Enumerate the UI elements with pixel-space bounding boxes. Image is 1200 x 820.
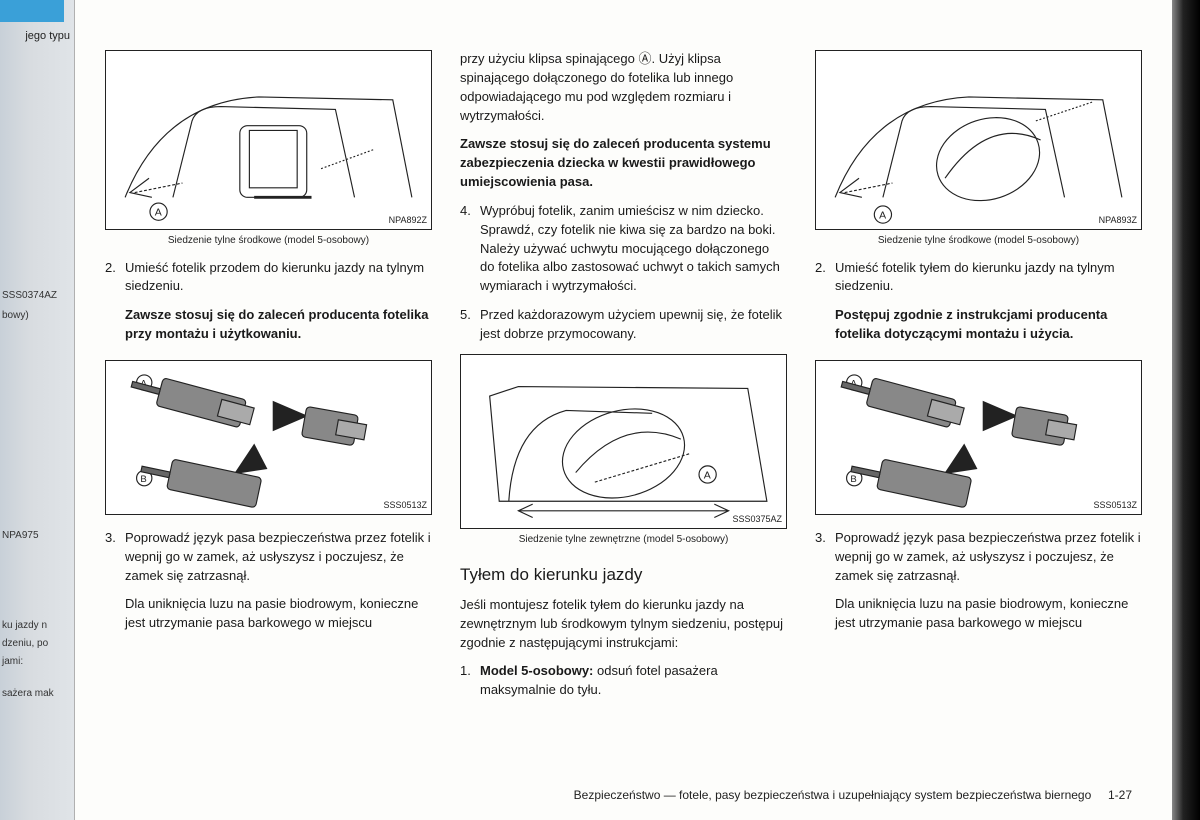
step-text: Umieść fotelik tyłem do kierunku jazdy n… [835, 259, 1142, 297]
step-number: 5. [460, 306, 480, 344]
spine-frag: dzeniu, po [2, 638, 48, 649]
step-4: 4. Wypróbuj fotelik, zanim umieścisz w n… [460, 202, 787, 296]
column-center: przy użyciu klipsa spinającego Ⓐ. Użyj k… [460, 50, 787, 770]
spine-frag: sażera mak [2, 688, 54, 699]
spine-title-fragment: jego typu [25, 30, 70, 42]
step-number: 1. [460, 662, 480, 700]
column-left: A NPA892Z Siedzenie tylne środkowe (mode… [105, 50, 432, 770]
step-number: 2. [815, 259, 835, 297]
spine-frag: jami: [2, 656, 23, 667]
spine-frag: ku jazdy n [2, 620, 47, 631]
figure-code: NPA892Z [389, 214, 427, 227]
figure-caption: Siedzenie tylne środkowe (model 5-osobow… [815, 234, 1142, 249]
step-number: 3. [815, 529, 835, 586]
figure-seat-rear: A NPA893Z [815, 50, 1142, 230]
svg-text:B: B [850, 474, 856, 485]
step-2: 2. Umieść fotelik przodem do kierunku ja… [105, 259, 432, 297]
intro-text: przy użyciu klipsa spinającego Ⓐ. Użyj k… [460, 50, 787, 125]
figure-caption: Siedzenie tylne środkowe (model 5-osobow… [105, 234, 432, 249]
note-text: Dla uniknięcia luzu na pasie biodrowym, … [105, 595, 432, 633]
note-text: Dla uniknięcia luzu na pasie biodrowym, … [815, 595, 1142, 633]
figure-code: SSS0513Z [383, 499, 427, 512]
step-1: 1. Model 5-osobowy: odsuń fotel pasażera… [460, 662, 787, 700]
step-text: Poprowadź język pasa bezpieczeństwa prze… [125, 529, 432, 586]
spine-frag: bowy) [2, 310, 29, 321]
content-columns: A NPA892Z Siedzenie tylne środkowe (mode… [105, 50, 1142, 770]
warning-text: Zawsze stosuj się do zaleceń producenta … [460, 135, 787, 192]
step-5: 5. Przed każdorazowym użyciem upewnij si… [460, 306, 787, 344]
section-desc: Jeśli montujesz fotelik tyłem do kierunk… [460, 596, 787, 653]
column-right: A NPA893Z Siedzenie tylne środkowe (mode… [815, 50, 1142, 770]
spine-color-tab [0, 0, 64, 22]
step-2: 2. Umieść fotelik tyłem do kierunku jazd… [815, 259, 1142, 297]
svg-text:A: A [155, 207, 162, 219]
spine-frag: SSS0374AZ [2, 290, 57, 301]
spine-frag: NPA975 [2, 530, 39, 541]
step-3: 3. Poprowadź język pasa bezpieczeństwa p… [815, 529, 1142, 586]
page-number: 1-27 [1108, 788, 1132, 802]
book-spine: jego typu SSS0374AZ bowy) NPA975 ku jazd… [0, 0, 75, 820]
step-text: Umieść fotelik przodem do kierunku jazdy… [125, 259, 432, 297]
step-3: 3. Poprowadź język pasa bezpieczeństwa p… [105, 529, 432, 586]
figure-code: SSS0513Z [1093, 499, 1137, 512]
svg-text:A: A [879, 209, 886, 221]
step-text: Wypróbuj fotelik, zanim umieścisz w nim … [480, 202, 787, 296]
warning-text: Zawsze stosuj się do zaleceń producenta … [105, 306, 432, 344]
figure-rear-facing: A SSS0375AZ [460, 354, 787, 529]
step-text: Model 5-osobowy: odsuń fotel pasażera ma… [480, 662, 787, 700]
book-right-edge [1172, 0, 1200, 820]
page-footer: Bezpieczeństwo — fotele, pasy bezpieczeń… [574, 788, 1132, 802]
figure-caption: Siedzenie tylne zewnętrzne (model 5-osob… [460, 533, 787, 548]
step-label: Model 5-osobowy: [480, 663, 593, 678]
svg-text:B: B [140, 474, 146, 485]
section-heading: Tyłem do kierunku jazdy [460, 563, 787, 588]
manual-page: A NPA892Z Siedzenie tylne środkowe (mode… [75, 0, 1172, 820]
warning-text: Postępuj zgodnie z instrukcjami producen… [815, 306, 1142, 344]
figure-buckle: A B [815, 360, 1142, 515]
figure-buckle: A B [105, 360, 432, 515]
step-text: Przed każdorazowym użyciem upewnij się, … [480, 306, 787, 344]
figure-code: SSS0375AZ [732, 513, 782, 526]
figure-seat-forward: A NPA892Z [105, 50, 432, 230]
step-text: Poprowadź język pasa bezpieczeństwa prze… [835, 529, 1142, 586]
step-number: 4. [460, 202, 480, 296]
step-number: 2. [105, 259, 125, 297]
step-number: 3. [105, 529, 125, 586]
footer-text: Bezpieczeństwo — fotele, pasy bezpieczeń… [574, 788, 1092, 802]
figure-code: NPA893Z [1099, 214, 1137, 227]
svg-text:A: A [704, 469, 711, 481]
